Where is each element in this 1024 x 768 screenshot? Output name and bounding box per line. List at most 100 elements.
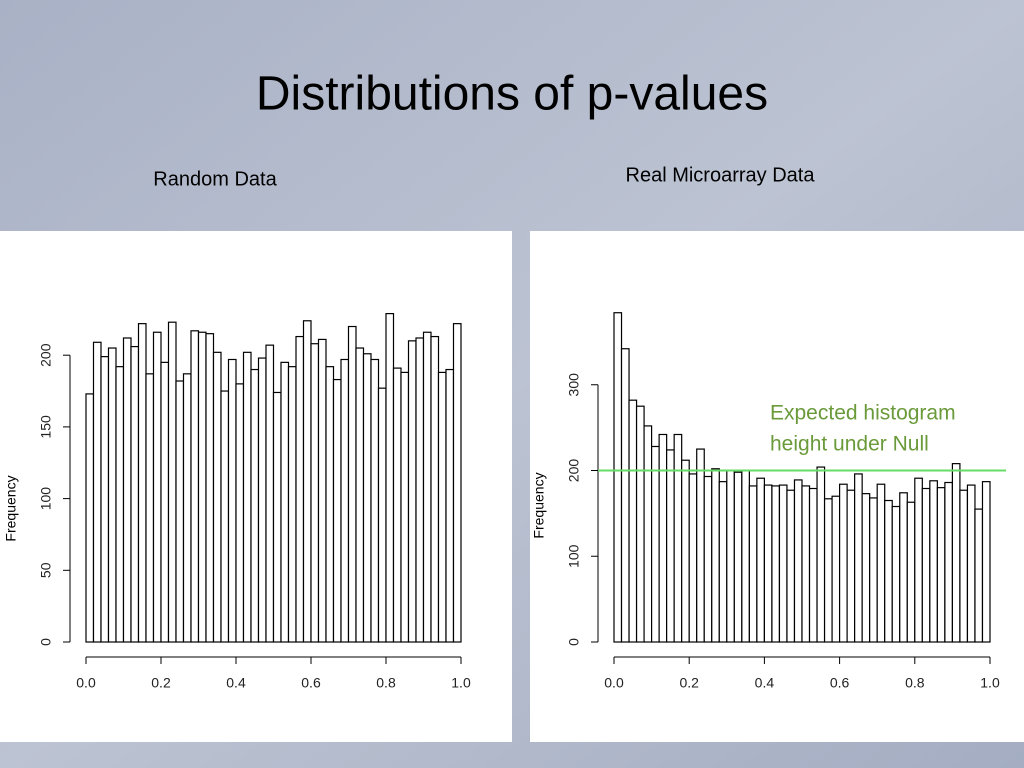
chart-title: Random Data: [153, 168, 277, 190]
bar: [407, 340, 417, 643]
bar: [981, 481, 991, 643]
bar: [415, 337, 425, 643]
bar: [92, 341, 102, 643]
bar: [778, 484, 788, 643]
x-tick-label: 0.4: [226, 675, 246, 691]
bar: [741, 469, 750, 643]
bar: [212, 351, 222, 643]
bar: [152, 331, 162, 643]
bar: [899, 492, 908, 643]
x-tick-label: 0.6: [301, 675, 321, 691]
bar: [748, 485, 758, 643]
bar: [876, 483, 886, 643]
bar: [280, 361, 290, 643]
bar: [854, 473, 863, 643]
bar: [362, 353, 372, 643]
x-tick-label: 0.6: [830, 675, 850, 691]
bar: [257, 357, 267, 643]
bar: [145, 373, 155, 643]
bar: [295, 335, 305, 643]
bar: [160, 361, 170, 643]
y-tick-label: 150: [38, 415, 54, 439]
y-tick-label: 100: [38, 487, 54, 511]
bar: [891, 505, 901, 643]
x-tick-label: 0.2: [679, 675, 699, 691]
x-tick-label: 0.8: [905, 675, 925, 691]
bar: [650, 445, 660, 643]
bar: [175, 380, 185, 643]
bar: [673, 433, 683, 643]
bar: [846, 489, 856, 643]
bar: [107, 347, 117, 643]
bar: [718, 481, 728, 643]
bar: [130, 345, 140, 643]
bar: [643, 425, 653, 643]
bar: [182, 373, 192, 643]
chart-title: Real Microarray Data: [626, 164, 816, 186]
x-tick-label: 0.2: [151, 675, 171, 691]
bar: [235, 383, 245, 643]
bar: [613, 312, 623, 643]
bar: [122, 337, 132, 643]
bar: [250, 368, 260, 643]
annotation: height under Null: [770, 433, 929, 456]
bar: [635, 405, 645, 643]
bar: [422, 331, 432, 643]
bar: [831, 495, 841, 643]
bar: [332, 378, 342, 643]
bar: [100, 356, 110, 643]
bar: [823, 498, 833, 643]
bar: [921, 487, 931, 643]
bar: [377, 387, 387, 643]
y-tick-label: 300: [566, 373, 582, 397]
bar: [914, 477, 923, 643]
bar: [242, 351, 252, 643]
bar: [966, 484, 976, 643]
x-tick-label: 0.0: [604, 675, 624, 691]
bar: [265, 344, 275, 643]
y-axis-title: Frequency: [531, 472, 547, 538]
bar: [786, 489, 796, 643]
bar: [392, 367, 402, 643]
bar: [711, 468, 720, 643]
bar: [838, 483, 848, 643]
bar: [325, 366, 335, 643]
y-tick-label: 200: [566, 459, 582, 483]
bar: [793, 479, 803, 643]
y-tick-label: 50: [38, 562, 54, 578]
bar: [287, 366, 297, 643]
bar: [340, 358, 350, 643]
bar: [347, 325, 357, 643]
x-tick-label: 0.8: [376, 675, 396, 691]
bar: [167, 321, 177, 643]
bar: [869, 497, 878, 643]
y-axis-title: Frequency: [3, 475, 19, 541]
x-tick-label: 1.0: [451, 675, 471, 691]
bar: [763, 484, 773, 643]
bar: [400, 371, 410, 643]
y-tick-label: 200: [38, 343, 54, 367]
bar: [658, 433, 668, 643]
slide-title: Distributions of p-values: [256, 68, 768, 121]
bar: [808, 487, 818, 643]
bar: [666, 449, 675, 643]
bar: [861, 493, 871, 643]
bar: [884, 499, 893, 643]
y-tick-label: 100: [566, 544, 582, 568]
bar: [974, 508, 984, 643]
bar: [190, 330, 200, 643]
bar: [355, 347, 365, 643]
bar: [936, 487, 946, 643]
x-tick-label: 1.0: [980, 675, 1000, 691]
bar: [628, 399, 638, 643]
bar: [816, 466, 826, 643]
bar: [756, 477, 766, 643]
bar: [445, 368, 455, 643]
bar: [205, 333, 215, 643]
bar: [929, 480, 938, 643]
bar: [317, 338, 327, 643]
bar: [703, 475, 713, 643]
bar: [951, 463, 961, 643]
bar: [197, 331, 207, 643]
